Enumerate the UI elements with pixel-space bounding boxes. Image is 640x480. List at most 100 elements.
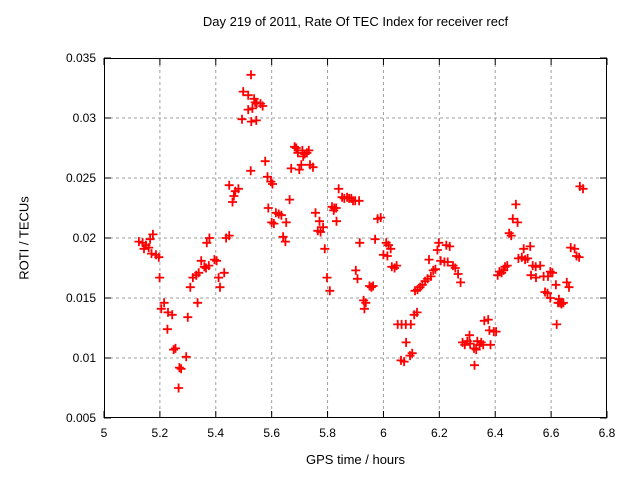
data-point-marker [329, 205, 339, 215]
data-point-marker [519, 244, 529, 254]
data-point-marker [214, 273, 224, 283]
data-point-marker [311, 208, 320, 218]
data-point-marker [278, 232, 288, 242]
data-point-marker [434, 238, 444, 248]
data-point-marker [564, 282, 574, 292]
data-point-marker [243, 90, 253, 100]
data-point-marker [574, 252, 584, 262]
data-point-marker [465, 339, 475, 349]
data-point-marker [450, 263, 460, 273]
data-point-marker [183, 312, 193, 322]
data-point-marker [342, 192, 352, 202]
data-point-marker [155, 273, 165, 283]
x-tick-label: 6 [380, 426, 387, 440]
data-point-marker [204, 233, 214, 243]
data-point-marker [432, 245, 442, 255]
data-point-marker [185, 282, 195, 292]
scatter-plot-area [103, 57, 608, 419]
data-point-marker [139, 244, 149, 254]
data-point-marker [551, 280, 561, 290]
data-point-marker [443, 257, 453, 267]
data-point-marker [511, 199, 521, 209]
data-point-marker [294, 165, 304, 175]
data-point-marker [430, 264, 440, 274]
x-tick-label: 5.8 [319, 426, 336, 440]
data-point-marker [276, 210, 286, 220]
data-point-marker [238, 87, 248, 97]
data-point-marker [258, 101, 268, 111]
data-point-marker [465, 330, 474, 340]
data-point-marker [548, 268, 557, 278]
data-point-marker [471, 345, 481, 355]
data-point-marker [193, 298, 203, 308]
data-point-marker [169, 345, 179, 355]
data-point-marker [445, 241, 455, 251]
data-point-marker [502, 261, 512, 271]
data-point-marker [351, 265, 361, 275]
data-point-marker [353, 274, 362, 284]
data-point-marker [209, 255, 219, 265]
y-tick-label: 0.02 [72, 231, 96, 245]
data-point-marker [237, 114, 247, 124]
data-point-marker [320, 244, 330, 254]
data-point-marker [233, 184, 243, 194]
data-point-marker [250, 97, 260, 107]
data-point-marker [251, 115, 261, 125]
data-point-marker [562, 277, 572, 287]
data-point-marker [263, 172, 272, 182]
data-point-marker [318, 222, 328, 232]
data-point-marker [376, 213, 386, 223]
data-point-marker [246, 166, 256, 176]
data-point-marker [285, 195, 295, 205]
data-point-marker [366, 282, 376, 292]
data-point-marker [247, 103, 257, 113]
x-tick-label: 6.6 [542, 426, 560, 440]
data-point-marker [399, 357, 409, 367]
data-point-marker [176, 364, 186, 374]
data-point-marker [286, 163, 296, 173]
data-point-marker [361, 298, 371, 308]
data-point-marker [263, 203, 273, 213]
data-point-marker [267, 217, 277, 227]
data-point-marker [174, 383, 184, 393]
data-point-marker [401, 337, 411, 347]
data-point-marker [332, 216, 341, 226]
data-point-marker [523, 253, 533, 263]
data-point-marker [470, 360, 479, 370]
plot-border [104, 58, 607, 418]
data-point-marker [196, 256, 206, 266]
data-point-marker [557, 299, 566, 309]
data-point-marker [378, 250, 388, 260]
data-point-marker [484, 325, 494, 335]
data-point-marker [181, 352, 191, 362]
data-point-marker [535, 261, 545, 271]
data-point-marker [558, 298, 568, 308]
data-point-marker [154, 252, 164, 262]
y-tick-label: 0.01 [72, 351, 96, 365]
data-point-marker [268, 179, 277, 189]
data-point-marker [513, 217, 523, 227]
data-point-marker [479, 316, 489, 326]
data-point-marker [290, 142, 300, 152]
data-point-marker [355, 238, 365, 248]
data-point-marker [194, 268, 204, 278]
data-point-marker [243, 105, 253, 115]
data-point-marker [156, 304, 166, 314]
data-point-marker [280, 237, 290, 247]
data-point-marker [145, 234, 155, 244]
data-point-marker [219, 268, 229, 278]
data-point-marker [147, 249, 156, 259]
data-point-marker [246, 70, 256, 80]
data-point-marker [202, 238, 212, 248]
data-point-marker [554, 294, 564, 304]
data-point-marker [334, 184, 344, 194]
data-point-marker [167, 310, 177, 320]
y-tick-label: 0.015 [65, 291, 96, 305]
data-point-marker [215, 282, 225, 292]
data-point-marker [322, 273, 332, 283]
x-tick-label: 6.2 [430, 426, 448, 440]
data-point-marker [174, 363, 184, 373]
data-point-marker [199, 262, 209, 272]
data-point-marker [483, 315, 493, 325]
data-point-marker [354, 196, 364, 206]
